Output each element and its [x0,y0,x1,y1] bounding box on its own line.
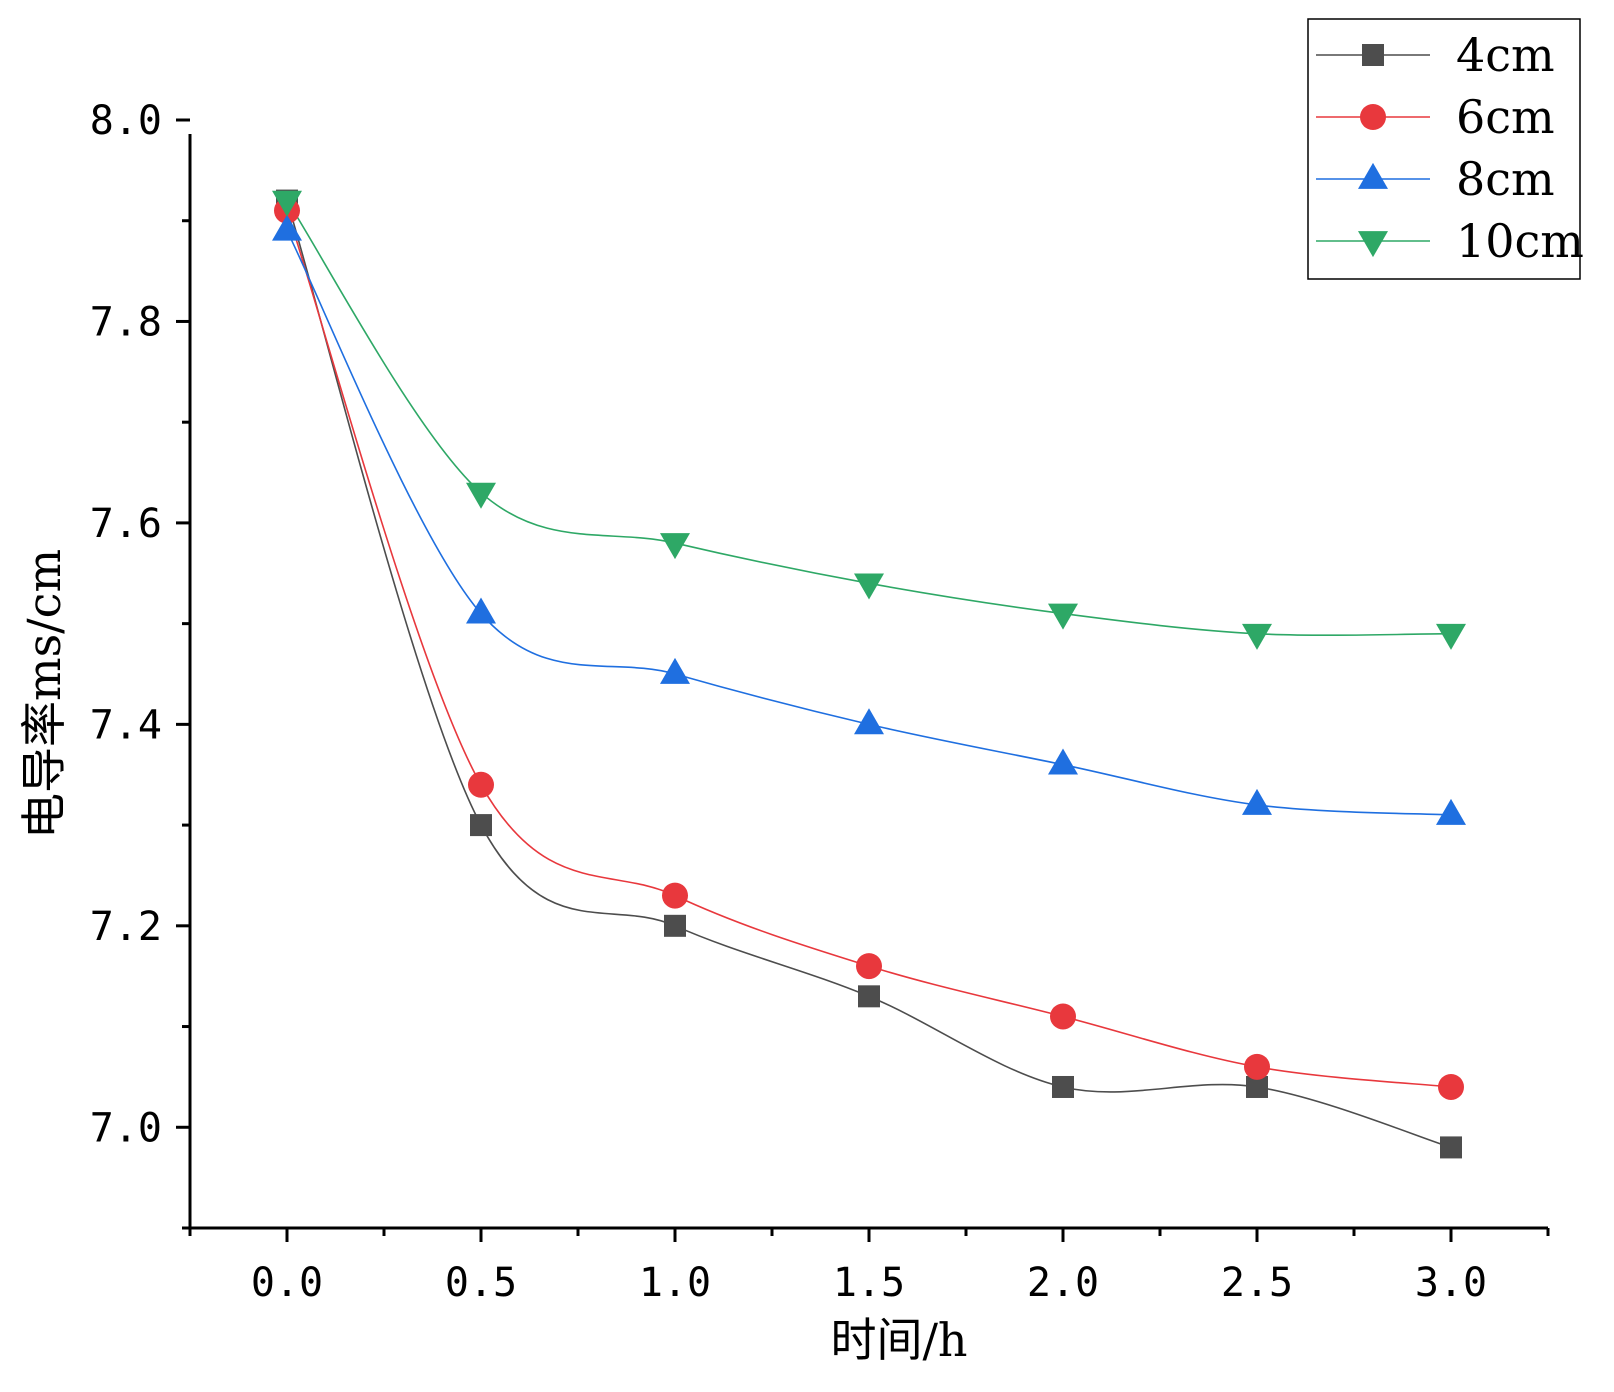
data-point-6cm [468,771,494,798]
y-tick-label: 8.0 [90,98,162,144]
data-point-8cm [466,597,496,624]
data-point-8cm [1242,788,1272,815]
data-point-10cm [854,573,884,600]
x-tick-label: 2.5 [1221,1260,1293,1306]
y-tick-label: 7.4 [90,702,162,748]
data-point-8cm [272,214,302,241]
legend-label-8cm: 8cm [1456,152,1555,206]
y-tick-label: 7.8 [90,299,162,345]
data-point-8cm [1048,748,1078,775]
x-tick-label: 1.0 [639,1260,711,1306]
data-point-6cm [856,953,882,980]
data-point-10cm [466,482,496,509]
data-point-10cm [1048,603,1078,630]
data-point-4cm [1052,1075,1074,1098]
legend-label-6cm: 6cm [1456,90,1555,144]
legend-marker-8cm [1358,162,1388,189]
series-markers [272,189,1466,1159]
series-line-6cm [286,210,1452,1088]
data-point-6cm [1244,1053,1270,1080]
x-tick-label: 3.0 [1415,1260,1487,1306]
data-point-10cm [272,190,302,217]
legend-marker-10cm [1358,231,1388,258]
data-point-8cm [660,657,690,684]
data-point-4cm [1246,1075,1268,1098]
data-point-10cm [1242,623,1272,650]
series-line-4cm [286,200,1452,1149]
data-point-4cm [470,814,492,837]
axes: 7.0 7.2 7.4 7.6 7.8 8.0 0.0 0.5 1.0 1.5 2.0 2.5 3.0 [90,98,1550,1306]
x-tick-label: 0.5 [445,1260,517,1306]
data-point-6cm [662,882,688,909]
data-point-6cm [1438,1073,1464,1100]
x-tick-label: 2.0 [1027,1260,1099,1306]
series-line-8cm [286,230,1452,816]
data-point-10cm [660,533,690,560]
series-line-10cm [286,200,1452,636]
data-point-8cm [1436,798,1466,825]
data-point-4cm [1440,1136,1462,1159]
data-point-4cm [858,985,880,1008]
y-tick-label: 7.2 [90,904,162,950]
y-tick-label: 7.0 [90,1105,162,1151]
legend-label-10cm: 10cm [1456,214,1584,268]
legend: 4cm 6cm 8cm 10cm [1307,18,1584,280]
y-tick-label: 7.6 [90,501,162,547]
data-point-6cm [1050,1003,1076,1030]
legend-box [1307,18,1581,280]
legend-marker-4cm [1362,44,1384,66]
data-point-8cm [854,708,884,735]
data-point-10cm [1436,623,1466,650]
y-axis-title: 电导率ms/cm [17,549,71,839]
x-tick-label: 1.5 [833,1260,905,1306]
legend-marker-6cm [1360,104,1386,130]
legend-label-4cm: 4cm [1456,28,1555,82]
x-tick-label: 0.0 [251,1260,323,1306]
data-point-4cm [664,914,686,937]
x-axis-title: 时间/h [830,1313,967,1367]
